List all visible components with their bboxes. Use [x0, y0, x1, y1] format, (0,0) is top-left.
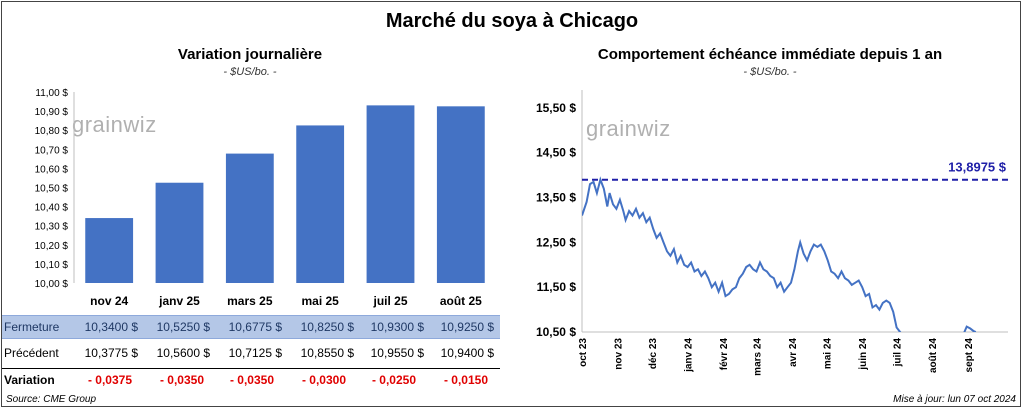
bar [436, 106, 485, 283]
var-cell: - 0,0250 [371, 373, 416, 387]
close-cell: 10,8250 $ [300, 320, 354, 334]
prev-cell: 10,5600 $ [156, 346, 210, 360]
y-tick-label: 15,50 $ [536, 101, 576, 115]
left-chart-title: Variation journalière [177, 46, 323, 63]
x-tick-label: oct 23 [578, 338, 589, 367]
y-tick-label: 14,50 $ [536, 146, 576, 160]
table-row-variation: Variation - 0,0375 - 0,0350 - 0,0350 - 0… [2, 368, 500, 391]
close-cell: 10,6775 $ [228, 320, 282, 334]
y-tick-label: 10,80 $ [35, 126, 69, 137]
x-tick-label: mai 24 [823, 338, 834, 370]
x-tick-label: mai 25 [301, 294, 339, 308]
bar [225, 153, 274, 283]
close-cell: 10,5250 $ [156, 320, 210, 334]
x-tick-label: avr 24 [788, 338, 799, 367]
y-tick-label: 10,40 $ [35, 203, 69, 214]
reference-label: 13,8975 $ [948, 160, 1007, 175]
left-watermark-logo: grainwiz [72, 112, 157, 137]
y-tick-label: 10,60 $ [35, 164, 69, 175]
close-cell: 10,9300 $ [370, 320, 424, 334]
x-tick-label: mars 24 [753, 338, 764, 376]
prev-cell: 10,9550 $ [370, 346, 424, 360]
x-tick-label: août 25 [440, 294, 482, 308]
y-tick-label: 11,50 $ [537, 280, 577, 294]
x-tick-label: nov 24 [90, 294, 128, 308]
bar [155, 182, 204, 283]
y-tick-label: 10,70 $ [35, 145, 69, 156]
close-cell: 10,9250 $ [440, 320, 494, 334]
page-title: Marché du soya à Chicago [385, 10, 639, 32]
y-tick-label: 10,10 $ [35, 260, 69, 271]
prev-cell: 10,8550 $ [300, 346, 354, 360]
x-tick-label: juil 25 [372, 294, 407, 308]
left-chart-unit: - $US/bo. - [223, 66, 277, 78]
x-tick-label: nov 23 [614, 338, 625, 370]
y-tick-label: 10,90 $ [35, 107, 69, 118]
right-watermark-logo: grainwiz [586, 116, 671, 141]
update-note: Mise à jour: lun 07 oct 2024 [893, 394, 1016, 405]
close-cell: 10,3400 $ [84, 320, 138, 334]
var-cell: - 0,0375 [87, 373, 132, 387]
y-tick-label: 10,00 $ [35, 279, 69, 290]
y-tick-label: 10,20 $ [35, 241, 69, 252]
bar [366, 105, 415, 284]
x-tick-label: août 24 [928, 338, 939, 373]
x-tick-label: juin 24 [858, 338, 869, 371]
table-row-previous: Précédent 10,3775 $ 10,5600 $ 10,7125 $ … [2, 342, 500, 364]
var-cell: - 0,0350 [229, 373, 274, 387]
row-prev-label: Précédent [4, 346, 59, 360]
y-tick-label: 13,50 $ [536, 191, 576, 205]
source-note: Source: CME Group [6, 394, 97, 405]
x-tick-label: juil 24 [893, 338, 904, 368]
right-chart-title: Comportement échéance immédiate depuis 1… [597, 46, 943, 63]
y-tick-label: 12,50 $ [536, 235, 576, 249]
var-cell: - 0,0350 [159, 373, 204, 387]
x-tick-label: janv 24 [684, 338, 695, 373]
x-tick-label: févr 24 [719, 338, 730, 371]
series-line [582, 176, 977, 332]
x-tick-label: mars 25 [227, 294, 273, 308]
bar [85, 218, 134, 283]
y-tick-label: 10,30 $ [35, 222, 69, 233]
y-tick-label: 10,50 $ [536, 325, 576, 339]
y-tick-label: 11,00 $ [35, 88, 68, 99]
bar [296, 125, 345, 283]
var-cell: - 0,0300 [301, 373, 346, 387]
prev-cell: 10,3775 $ [84, 346, 138, 360]
row-close-label: Fermeture [4, 320, 60, 334]
prev-cell: 10,7125 $ [228, 346, 282, 360]
x-tick-label: déc 23 [648, 338, 659, 370]
table-row-close: Fermeture 10,3400 $ 10,5250 $ 10,6775 $ … [2, 315, 500, 339]
prev-cell: 10,9400 $ [440, 346, 494, 360]
x-tick-label: sept 24 [964, 338, 975, 373]
y-tick-label: 10,50 $ [35, 184, 69, 195]
x-tick-label: janv 25 [158, 294, 200, 308]
row-var-label: Variation [4, 373, 55, 387]
right-chart-unit: - $US/bo. - [743, 66, 797, 78]
var-cell: - 0,0150 [443, 373, 488, 387]
